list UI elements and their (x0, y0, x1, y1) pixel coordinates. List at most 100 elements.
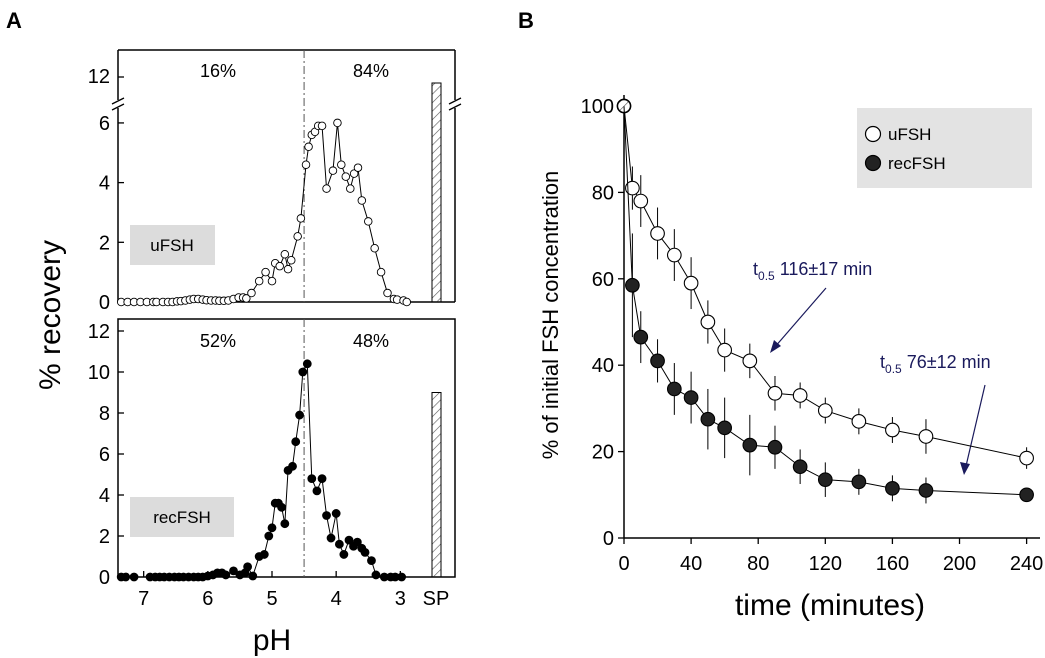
b-ufsh-data-point (700, 314, 716, 330)
a-top-data-point (341, 172, 351, 181)
a-top-break-tick-label: 12 (88, 66, 110, 88)
a-bottom-data-point (295, 410, 304, 420)
a-top-series-label: uFSH (150, 236, 193, 255)
panel-b-label: B (518, 8, 534, 33)
a-bottom-x-tick-label: 5 (266, 588, 277, 610)
b-recfsh-data-point (918, 483, 934, 498)
b-recfsh-data-point (742, 437, 758, 453)
b-recfsh-data-point (700, 411, 716, 427)
b-legend-box (857, 108, 1032, 188)
a-top-data-point (357, 196, 367, 205)
b-x-tick-label: 0 (618, 553, 629, 575)
b-x-tick-label: 200 (943, 553, 976, 575)
panel-a-top-chart: 0 2 4 6 12 16% 84% uFSH (88, 49, 462, 314)
a-bottom-data-point (302, 359, 312, 369)
a-bottom-y-tick-label: 10 (88, 362, 110, 384)
a-top-data-point (322, 184, 331, 193)
b-x-tick-label: 240 (1010, 553, 1043, 575)
a-top-y-tick-label: 0 (99, 292, 110, 314)
a-top-data-point (353, 163, 363, 172)
b-ufsh-data-point (851, 414, 867, 429)
a-bottom-data-point (331, 509, 341, 518)
a-bottom-data-point (288, 461, 297, 471)
a-top-data-point (402, 297, 412, 307)
b-annotation-ufsh-sub: 0.5 (758, 269, 775, 283)
b-legend-ufsh-marker (864, 125, 882, 143)
b-ufsh-data-point (918, 429, 934, 444)
b-annotation-ufsh: t0.5 116±17 min (753, 259, 872, 283)
a-bottom-data-point (367, 556, 376, 565)
a-bottom-frame (117, 318, 456, 578)
b-annotation-ufsh-arrowhead (770, 340, 781, 353)
a-bottom-data-point (322, 511, 331, 520)
a-top-break-mark-left (111, 97, 125, 111)
a-bottom-data-point (267, 523, 277, 533)
b-recfsh-data-point (717, 420, 733, 436)
a-bottom-y-tick-label: 8 (99, 403, 110, 425)
a-bottom-data-point (121, 572, 131, 582)
b-x-axis-label: time (minutes) (735, 589, 925, 622)
b-annotation-ufsh-arrow (773, 287, 827, 349)
b-ufsh-data-point (817, 403, 833, 418)
a-bottom-x-tick-label: 6 (202, 588, 213, 610)
b-recfsh-data-point (1019, 487, 1034, 503)
a-top-y-tick-label: 6 (99, 113, 110, 135)
a-bottom-fraction-right: 48% (353, 331, 389, 351)
a-top-data-point (317, 121, 327, 131)
panel-a-y-axis-label: % recovery (34, 240, 67, 390)
a-top-data-point (242, 294, 251, 303)
b-ufsh-series-line (623, 105, 1027, 459)
b-ufsh-data-point (792, 388, 808, 403)
a-bottom-series-label-box (130, 497, 234, 537)
b-recfsh-data-point (817, 472, 833, 488)
a-bottom-data-point (243, 562, 253, 572)
a-bottom-data-point (129, 572, 139, 582)
a-top-data-point (346, 184, 355, 193)
b-y-tick-label: 80 (592, 182, 614, 204)
a-top-data-point (328, 166, 338, 175)
b-x-tick-label: 120 (809, 553, 842, 575)
a-bottom-sp-bar (431, 392, 442, 578)
a-top-data-point (333, 118, 342, 128)
a-top-data-point (304, 142, 313, 152)
b-recfsh-data-point (633, 329, 649, 345)
a-bottom-x-tick-label: 7 (138, 588, 149, 610)
a-top-data-point (247, 288, 256, 298)
b-y-tick-label: 0 (603, 528, 614, 550)
b-annotation-recfsh-text: 76±12 min (902, 352, 991, 372)
a-top-y-tick-label: 2 (99, 232, 110, 254)
panel-a-bottom-chart: 0 2 4 6 8 10 12 7 6 5 4 3 SP 52% 48% recFSH (88, 318, 456, 610)
b-annotation-recfsh-prefix: t (880, 352, 885, 372)
a-bottom-data-point (312, 486, 322, 496)
panel-b-chart: 0 20 40 60 80 100 0 40 80 120 160 200 240 % of init… (538, 95, 1043, 622)
b-recfsh-data-point (650, 353, 665, 369)
b-y-tick-label: 20 (592, 442, 614, 464)
a-bottom-data-point (248, 571, 258, 581)
a-top-data-point (301, 160, 311, 169)
b-annotation-recfsh-arrow (965, 384, 986, 467)
a-top-series-label-box (130, 225, 215, 265)
b-ufsh-data-point (885, 422, 900, 438)
b-annotation-recfsh-arrowhead (960, 462, 970, 475)
a-top-data-point (337, 160, 346, 169)
a-bottom-data-point (259, 550, 269, 559)
a-bottom-data-point (360, 548, 370, 557)
a-top-fraction-left: 16% (200, 61, 236, 81)
a-bottom-data-point (344, 535, 354, 545)
b-legend-recfsh-label: recFSH (888, 154, 946, 173)
a-top-data-point (287, 255, 296, 265)
a-bottom-data-point (291, 437, 301, 447)
a-bottom-x-tick-label: 3 (395, 588, 406, 610)
a-bottom-data-point (352, 537, 362, 547)
b-ufsh-data-point (742, 353, 758, 369)
b-recfsh-data-point (792, 459, 808, 475)
a-bottom-data-point (317, 474, 327, 484)
b-ufsh-data-point (625, 180, 640, 196)
b-y-tick-label: 60 (592, 269, 614, 291)
a-bottom-y-tick-label: 0 (99, 567, 110, 589)
b-y-tick-label: 40 (592, 355, 614, 377)
a-bottom-x-tick-label-sp: SP (423, 588, 450, 610)
b-legend-ufsh-label: uFSH (888, 125, 931, 144)
a-bottom-data-point (277, 502, 287, 512)
